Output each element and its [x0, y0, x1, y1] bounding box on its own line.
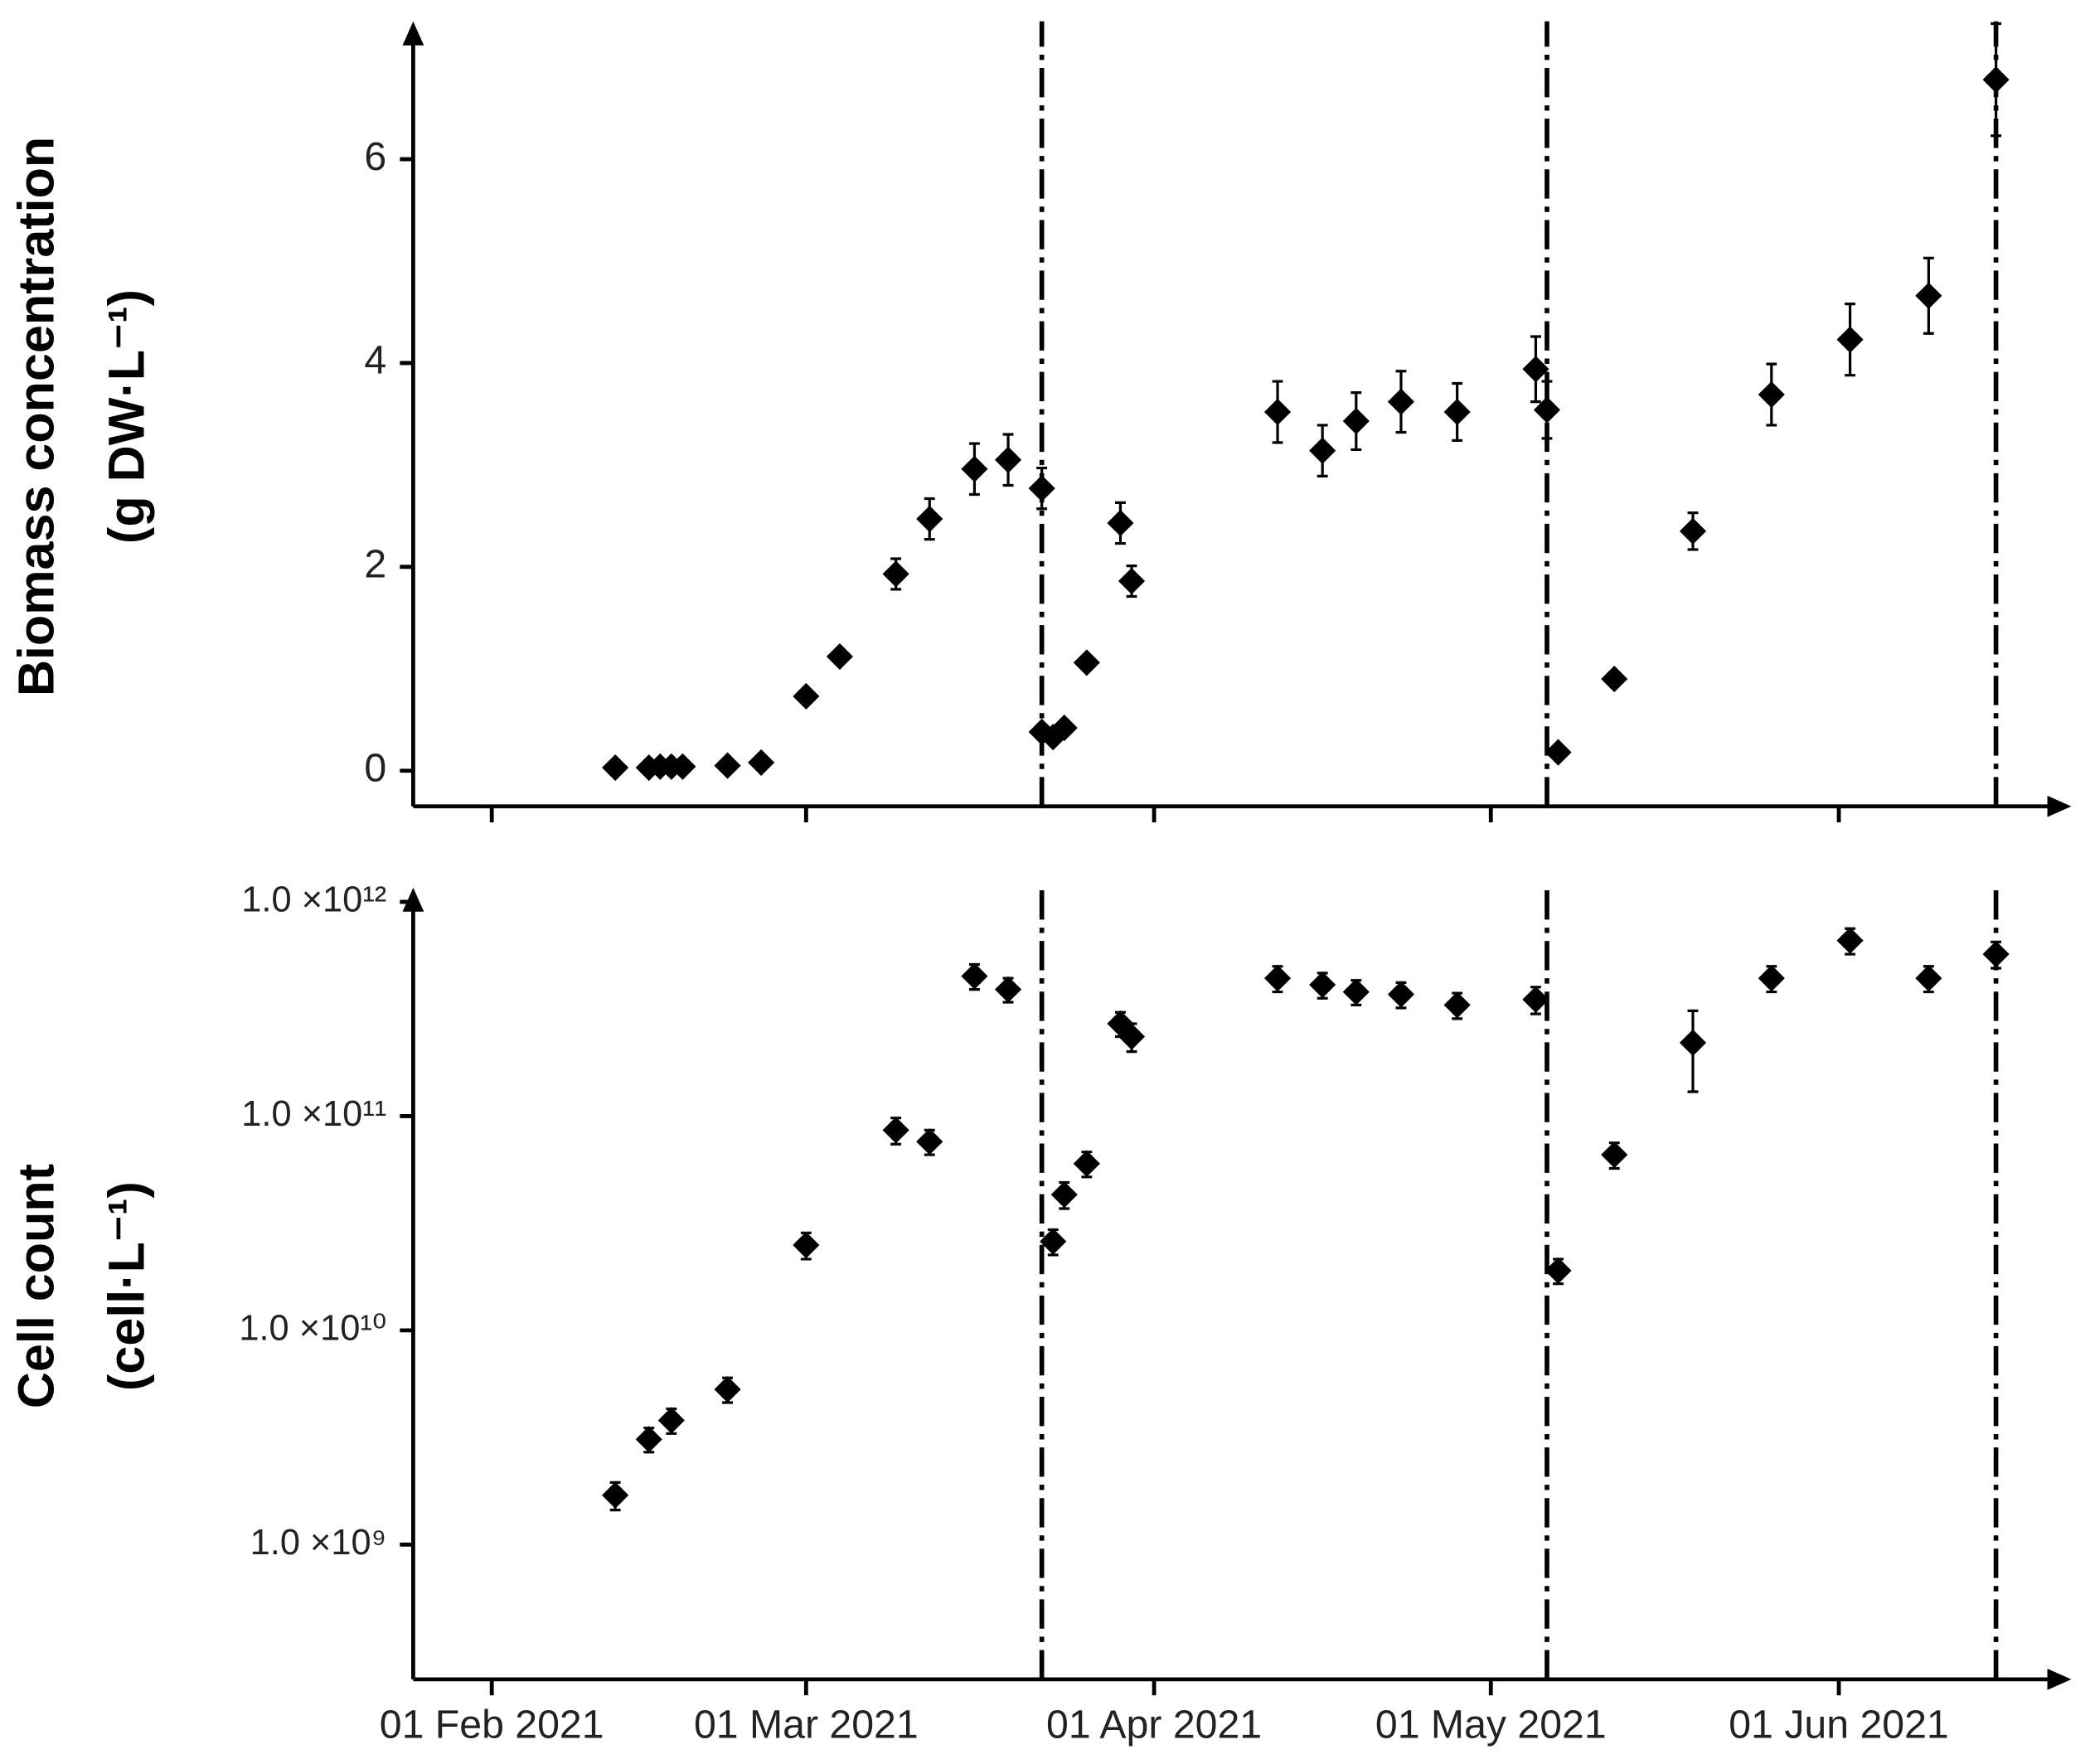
data-point [1263, 398, 1292, 426]
data-point [1443, 398, 1471, 426]
data-point [1387, 388, 1415, 415]
data-point [1309, 971, 1336, 999]
data-point [1522, 986, 1549, 1013]
data-point [1601, 665, 1628, 693]
x-axis-arrow [2047, 1668, 2072, 1690]
data-point [916, 1128, 943, 1156]
y-axis-label: (g DW·L⁻¹) [99, 289, 155, 544]
data-point [1443, 991, 1471, 1019]
data-point [1387, 981, 1415, 1008]
y-tick-label: 1.0 ×10¹² [241, 880, 386, 919]
data-point [826, 642, 854, 671]
data-point [1544, 1257, 1572, 1284]
data-point [1679, 517, 1707, 545]
data-point [994, 976, 1022, 1003]
data-point [1758, 380, 1785, 409]
data-point [602, 754, 629, 782]
data-point [748, 749, 775, 776]
data-point [1040, 1228, 1067, 1255]
data-point [1544, 739, 1572, 766]
data-point [994, 446, 1022, 473]
data-point [635, 1426, 662, 1453]
data-point [1982, 940, 2010, 968]
data-point [1118, 567, 1146, 595]
data-point [1050, 715, 1078, 742]
data-point [714, 1376, 741, 1403]
data-point [1050, 1181, 1078, 1209]
y-tick-label: 1.0 ×10¹¹ [241, 1094, 386, 1134]
data-point [1342, 407, 1370, 435]
data-point [1309, 437, 1336, 464]
data-point [657, 1407, 685, 1434]
data-point [1118, 1023, 1146, 1050]
x-tick-label: 01 Apr 2021 [1046, 1702, 1262, 1747]
x-tick-label: 01 Jun 2021 [1729, 1702, 1948, 1747]
y-axis-label: (cell·L⁻¹) [99, 1181, 155, 1391]
x-axis-arrow [2047, 795, 2072, 817]
data-point [1107, 509, 1134, 537]
data-point [1342, 978, 1370, 1006]
data-point [793, 682, 820, 710]
data-point [1915, 965, 1942, 992]
data-point [961, 962, 988, 990]
data-point [1028, 475, 1055, 502]
data-point [1758, 965, 1785, 992]
data-point [961, 455, 988, 482]
data-point [1836, 927, 1864, 954]
y-tick-label: 1.0 ×10⁹ [250, 1523, 387, 1563]
data-point [916, 505, 943, 533]
data-point [1836, 326, 1864, 353]
x-tick-label: 01 May 2021 [1375, 1702, 1607, 1747]
data-point [1679, 1029, 1707, 1056]
y-tick-label: 4 [364, 338, 386, 383]
data-point [882, 1117, 909, 1144]
data-point [1982, 66, 2010, 94]
data-point [602, 1481, 629, 1509]
y-tick-label: 6 [364, 134, 386, 179]
data-point [793, 1231, 820, 1259]
data-point [1073, 1150, 1100, 1177]
x-tick-label: 01 Mar 2021 [694, 1702, 919, 1747]
data-point [882, 560, 909, 588]
data-point [1522, 356, 1549, 383]
data-point [1073, 649, 1100, 676]
y-axis-arrow [402, 21, 424, 46]
data-point [1533, 396, 1561, 424]
data-point [1601, 1141, 1628, 1169]
y-axis-label: Biomass concentration [7, 137, 64, 696]
y-axis-arrow [402, 887, 424, 912]
x-tick-label: 01 Feb 2021 [380, 1702, 604, 1747]
y-tick-label: 1.0 ×10¹⁰ [239, 1308, 386, 1348]
y-axis-label: Cell count [7, 1164, 64, 1408]
data-point [1915, 282, 1942, 309]
y-tick-label: 2 [364, 542, 386, 587]
data-point [714, 752, 741, 779]
data-point [1263, 965, 1292, 992]
y-tick-label: 0 [364, 745, 386, 790]
